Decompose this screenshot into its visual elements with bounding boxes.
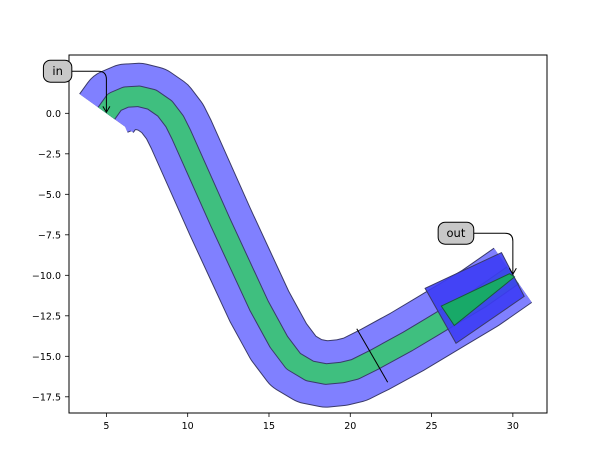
annotation-arrow xyxy=(71,70,107,113)
plot-area-clip-group xyxy=(79,62,533,408)
y-tick-label: −17.5 xyxy=(32,392,61,403)
annotation-box xyxy=(437,221,475,245)
annotation-box xyxy=(42,59,73,83)
x-tick-label: 25 xyxy=(426,421,438,432)
annotation-label: out xyxy=(447,226,466,240)
y-tick-label: −10.0 xyxy=(32,271,61,282)
x-tick-label: 10 xyxy=(182,421,194,432)
y-tick-label: −2.5 xyxy=(38,149,61,160)
x-tick-label: 30 xyxy=(507,421,519,432)
core-region xyxy=(98,86,519,384)
y-tick-label: −5.0 xyxy=(38,190,61,201)
annotation-arrowhead xyxy=(102,106,111,114)
annotation-arrowhead xyxy=(508,268,517,276)
y-tick-label: −12.5 xyxy=(32,311,61,322)
y-tick-label: 0.0 xyxy=(46,109,61,120)
taper-core xyxy=(440,273,516,327)
section-cut-line-1 xyxy=(356,328,389,383)
y-tick-label: −15.0 xyxy=(32,352,61,363)
annotation-label: in xyxy=(52,64,62,78)
annotation-out: out xyxy=(437,221,517,276)
axes-frame xyxy=(68,54,548,414)
x-tick-label: 5 xyxy=(103,421,109,432)
x-axis: 5 10 15 20 25 30 xyxy=(103,413,519,432)
annotation-arrow xyxy=(473,232,514,275)
x-tick-label: 20 xyxy=(344,421,356,432)
y-axis: 0.0 −2.5 −5.0 −7.5 −10.0 −12.5 −15.0 −17.5 xyxy=(32,109,69,403)
annotations: in out xyxy=(42,59,517,276)
x-tick-label: 15 xyxy=(263,421,275,432)
geometry-layers xyxy=(79,62,533,408)
annotation-in: in xyxy=(42,59,111,114)
y-tick-label: −7.5 xyxy=(38,230,61,241)
